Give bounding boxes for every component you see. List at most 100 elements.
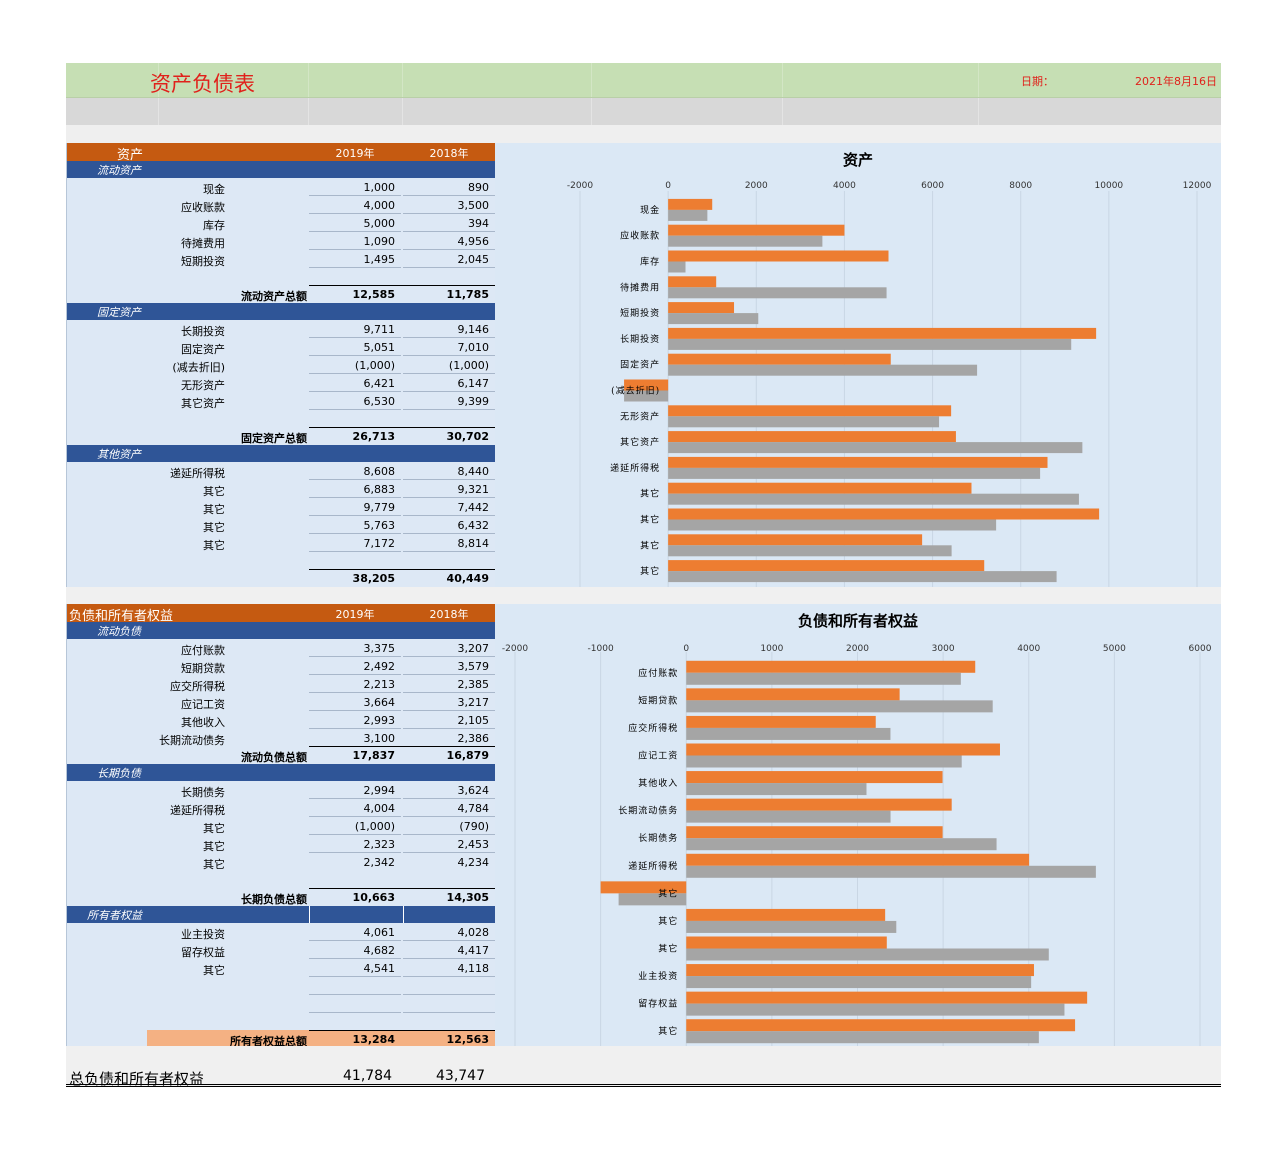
- table-row[interactable]: 其它 2,342 4,234: [67, 853, 496, 871]
- bar[interactable]: [624, 390, 669, 402]
- date-value[interactable]: 2021年8月16日: [1135, 75, 1217, 88]
- total-2018[interactable]: 14,305: [446, 891, 489, 904]
- value-2019[interactable]: 2,323: [363, 838, 396, 851]
- value-2018[interactable]: 8,814: [457, 537, 490, 550]
- bar[interactable]: [668, 313, 759, 325]
- value-2019[interactable]: 2,213: [363, 678, 396, 691]
- value-2018[interactable]: 2,453: [457, 838, 490, 851]
- table-row[interactable]: 应交所得税 2,213 2,385: [67, 675, 496, 693]
- total-row[interactable]: 固定资产总额 26,713 30,702: [67, 427, 496, 445]
- total-2019[interactable]: 38,205: [352, 572, 395, 585]
- bar[interactable]: [668, 276, 717, 288]
- table-row[interactable]: 待摊费用 1,090 4,956: [67, 232, 496, 250]
- table-row[interactable]: 长期投资 9,711 9,146: [67, 320, 496, 338]
- total-2018[interactable]: 30,702: [446, 430, 489, 443]
- value-2019[interactable]: 8,608: [363, 465, 396, 478]
- value-2018[interactable]: 9,321: [457, 483, 490, 496]
- value-2018[interactable]: 9,399: [457, 395, 490, 408]
- total-2019[interactable]: 10,663: [352, 891, 395, 904]
- table-row[interactable]: 递延所得税 8,608 8,440: [67, 462, 496, 480]
- value-2019[interactable]: 2,993: [363, 714, 396, 727]
- table-row[interactable]: (减去折旧) (1,000) (1,000): [67, 356, 496, 374]
- bar[interactable]: [686, 991, 1088, 1004]
- value-2019[interactable]: 3,375: [363, 642, 396, 655]
- empty-row[interactable]: [67, 268, 496, 286]
- total-row[interactable]: 所有者权益总额 13,284 12,563: [67, 1030, 496, 1048]
- value-2019[interactable]: 9,711: [363, 323, 396, 336]
- bar[interactable]: [668, 519, 997, 531]
- bar[interactable]: [668, 364, 978, 376]
- value-2018[interactable]: 2,386: [457, 732, 490, 745]
- bar[interactable]: [686, 1019, 1076, 1032]
- value-2019[interactable]: (1,000): [354, 820, 395, 833]
- bar[interactable]: [668, 508, 1100, 520]
- value-2018[interactable]: 394: [468, 217, 489, 230]
- total-2018[interactable]: 40,449: [446, 572, 489, 585]
- value-2019[interactable]: 2,994: [363, 784, 396, 797]
- bar[interactable]: [686, 826, 943, 839]
- table-row[interactable]: 其它 9,779 7,442: [67, 498, 496, 516]
- table-row[interactable]: 应记工资 3,664 3,217: [67, 693, 496, 711]
- value-2018[interactable]: 4,118: [457, 962, 490, 975]
- value-2018[interactable]: 4,028: [457, 926, 490, 939]
- empty-row[interactable]: [67, 410, 496, 428]
- bar[interactable]: [668, 467, 1041, 479]
- value-2019[interactable]: 1,000: [363, 181, 396, 194]
- total-2018[interactable]: 11,785: [446, 288, 489, 301]
- value-2019[interactable]: (1,000): [354, 359, 395, 372]
- value-2018[interactable]: 4,784: [457, 802, 490, 815]
- bar[interactable]: [686, 948, 1049, 961]
- table-row[interactable]: 固定资产 5,051 7,010: [67, 338, 496, 356]
- bar[interactable]: [668, 545, 952, 557]
- value-2019[interactable]: 4,541: [363, 962, 396, 975]
- bar[interactable]: [686, 700, 993, 713]
- table-row[interactable]: 业主投资 4,061 4,028: [67, 923, 496, 941]
- value-2019[interactable]: 9,779: [363, 501, 396, 514]
- value-2018[interactable]: 6,147: [457, 377, 490, 390]
- value-2018[interactable]: 3,207: [457, 642, 490, 655]
- table-row[interactable]: 其它 7,172 8,814: [67, 534, 496, 552]
- bar[interactable]: [686, 743, 1000, 756]
- table-row[interactable]: 其它 4,541 4,118: [67, 959, 496, 977]
- bar[interactable]: [668, 338, 1072, 350]
- bar[interactable]: [668, 198, 713, 210]
- value-2019[interactable]: 3,664: [363, 696, 396, 709]
- bar[interactable]: [624, 379, 669, 391]
- table-row[interactable]: 短期贷款 2,492 3,579: [67, 657, 496, 675]
- value-2019[interactable]: 2,492: [363, 660, 396, 673]
- assets-chart[interactable]: 资产 -2000 0 2000 4000 6000 8000 10000 12000 现金 应收账…: [495, 143, 1221, 587]
- bar[interactable]: [668, 560, 985, 572]
- table-row[interactable]: 其它 6,883 9,321: [67, 480, 496, 498]
- total-2019[interactable]: 13,284: [352, 1033, 395, 1046]
- value-2019[interactable]: 4,682: [363, 944, 396, 957]
- value-2018[interactable]: 3,217: [457, 696, 490, 709]
- total-2019[interactable]: 26,713: [352, 430, 395, 443]
- bar[interactable]: [686, 838, 997, 851]
- value-2018[interactable]: 2,045: [457, 253, 490, 266]
- table-row[interactable]: 长期债务 2,994 3,624: [67, 781, 496, 799]
- total-2018[interactable]: 16,879: [446, 749, 489, 762]
- empty-row[interactable]: [67, 977, 496, 995]
- bar[interactable]: [618, 893, 687, 906]
- total-row[interactable]: 流动负债总额 17,837 16,879: [67, 746, 496, 764]
- bar[interactable]: [668, 405, 952, 417]
- bar[interactable]: [686, 976, 1032, 989]
- bar[interactable]: [668, 224, 845, 236]
- value-2019[interactable]: 1,090: [363, 235, 396, 248]
- value-2018[interactable]: 6,432: [457, 519, 490, 532]
- bar[interactable]: [686, 688, 900, 701]
- value-2019[interactable]: 7,172: [363, 537, 396, 550]
- total-row[interactable]: 流动资产总额 12,585 11,785: [67, 285, 496, 303]
- bar[interactable]: [686, 755, 962, 768]
- value-2019[interactable]: 6,883: [363, 483, 396, 496]
- bar[interactable]: [686, 920, 897, 933]
- value-2019[interactable]: 5,051: [363, 341, 396, 354]
- table-row[interactable]: 短期投资 1,495 2,045: [67, 250, 496, 268]
- bar[interactable]: [668, 416, 940, 428]
- table-row[interactable]: 其它 5,763 6,432: [67, 516, 496, 534]
- bar[interactable]: [686, 771, 943, 784]
- table-row[interactable]: 无形资产 6,421 6,147: [67, 374, 496, 392]
- table-row[interactable]: 其它 (1,000) (790): [67, 817, 496, 835]
- total-row[interactable]: 38,205 40,449: [67, 569, 496, 587]
- table-row[interactable]: 其它 2,323 2,453: [67, 835, 496, 853]
